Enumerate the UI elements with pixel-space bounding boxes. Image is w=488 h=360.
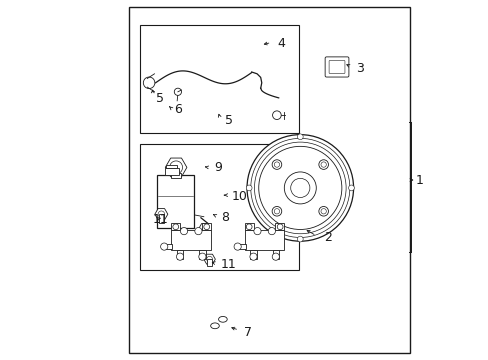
Circle shape bbox=[206, 256, 212, 262]
Circle shape bbox=[180, 228, 187, 235]
Circle shape bbox=[277, 224, 283, 230]
Circle shape bbox=[258, 147, 341, 229]
Circle shape bbox=[320, 162, 325, 167]
Circle shape bbox=[348, 185, 354, 191]
Text: 4: 4 bbox=[276, 37, 284, 50]
Text: 1: 1 bbox=[415, 174, 423, 186]
Circle shape bbox=[246, 224, 251, 230]
Bar bbox=[202, 223, 211, 230]
Circle shape bbox=[194, 228, 202, 235]
Bar bbox=[177, 250, 183, 259]
Bar bbox=[171, 173, 181, 178]
Bar bbox=[207, 259, 211, 266]
Circle shape bbox=[272, 111, 281, 120]
Text: 7: 7 bbox=[244, 327, 252, 339]
FancyBboxPatch shape bbox=[325, 57, 348, 77]
Bar bbox=[140, 25, 298, 133]
Ellipse shape bbox=[218, 316, 227, 322]
Circle shape bbox=[246, 135, 353, 241]
Bar bbox=[159, 214, 163, 223]
Circle shape bbox=[297, 236, 303, 242]
Ellipse shape bbox=[210, 323, 219, 329]
Circle shape bbox=[249, 253, 257, 260]
Bar bbox=[162, 244, 172, 249]
Circle shape bbox=[143, 77, 155, 89]
Bar bbox=[140, 144, 298, 270]
Circle shape bbox=[234, 243, 241, 250]
Circle shape bbox=[272, 253, 279, 260]
Bar bbox=[171, 223, 180, 230]
Circle shape bbox=[318, 207, 328, 216]
Bar bbox=[275, 223, 284, 230]
Text: 8: 8 bbox=[221, 211, 229, 224]
Circle shape bbox=[320, 208, 325, 214]
Text: 3: 3 bbox=[355, 62, 363, 75]
Circle shape bbox=[158, 211, 164, 217]
Circle shape bbox=[253, 228, 261, 235]
Circle shape bbox=[274, 208, 279, 214]
Circle shape bbox=[274, 162, 279, 167]
Circle shape bbox=[169, 161, 182, 174]
Bar bbox=[272, 250, 279, 259]
Text: 11: 11 bbox=[152, 213, 168, 226]
Circle shape bbox=[160, 243, 167, 250]
Circle shape bbox=[272, 207, 281, 216]
Circle shape bbox=[203, 224, 209, 230]
Text: 11: 11 bbox=[221, 258, 236, 271]
Circle shape bbox=[172, 224, 178, 230]
Circle shape bbox=[199, 253, 205, 260]
Circle shape bbox=[272, 160, 281, 169]
Text: 5: 5 bbox=[224, 114, 232, 127]
Bar bbox=[164, 168, 179, 175]
Circle shape bbox=[318, 160, 328, 169]
Text: 2: 2 bbox=[323, 231, 331, 244]
Bar bbox=[199, 250, 205, 259]
Text: 10: 10 bbox=[231, 190, 247, 203]
Bar bbox=[244, 223, 253, 230]
Text: 6: 6 bbox=[174, 103, 182, 116]
Circle shape bbox=[246, 185, 251, 191]
Bar bbox=[250, 250, 256, 259]
Bar bbox=[129, 7, 409, 353]
Bar bbox=[235, 244, 245, 249]
Bar bbox=[171, 230, 211, 250]
Circle shape bbox=[284, 172, 316, 204]
Bar bbox=[202, 228, 206, 235]
FancyBboxPatch shape bbox=[328, 60, 344, 73]
Circle shape bbox=[297, 134, 303, 140]
Circle shape bbox=[176, 253, 183, 260]
Text: 5: 5 bbox=[156, 93, 164, 105]
Bar bbox=[166, 165, 177, 168]
Circle shape bbox=[268, 228, 275, 235]
Circle shape bbox=[174, 88, 181, 95]
Text: 9: 9 bbox=[213, 161, 222, 174]
Circle shape bbox=[290, 178, 309, 198]
Bar bbox=[244, 230, 284, 250]
Bar bbox=[156, 175, 194, 228]
